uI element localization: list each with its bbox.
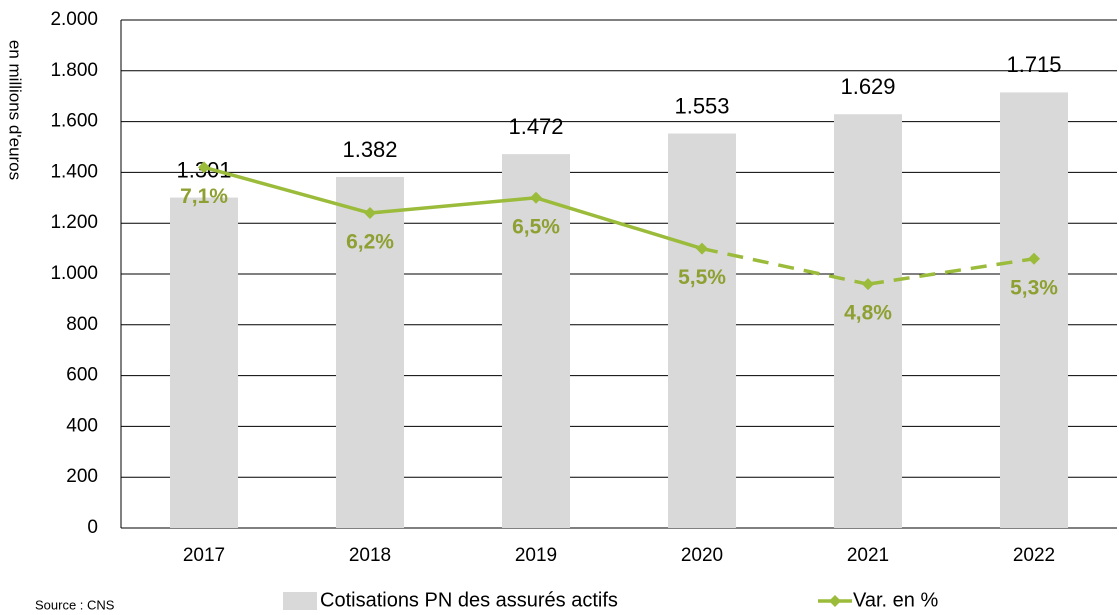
y-tick-label: 200 xyxy=(66,466,98,487)
bar-value-label: 1.553 xyxy=(674,93,729,118)
bar-value-label: 1.472 xyxy=(508,114,563,139)
legend-label: Cotisations PN des assurés actifs xyxy=(320,589,618,611)
line-marker xyxy=(862,278,874,291)
y-tick-label: 1.400 xyxy=(50,161,98,182)
line-value-label: 5,3% xyxy=(1010,276,1058,299)
source: Source : CNS xyxy=(35,597,115,612)
bar xyxy=(668,133,736,528)
bar-value-label: 1.382 xyxy=(342,137,397,162)
y-tick-label: 1.200 xyxy=(50,212,98,233)
line-segment xyxy=(701,246,869,286)
x-tick-label: 2021 xyxy=(847,545,889,566)
line-segment xyxy=(535,196,703,251)
line-value-label: 5,5% xyxy=(678,266,726,289)
line-value-label: 6,5% xyxy=(512,215,560,238)
line-segment xyxy=(203,165,371,215)
line-marker xyxy=(198,161,210,174)
bar xyxy=(834,114,902,528)
x-tick-label: 2018 xyxy=(349,545,391,566)
bar xyxy=(502,154,570,528)
y-tick-label: 400 xyxy=(66,415,98,436)
line-segment xyxy=(369,196,537,215)
y-tick-label: 1.800 xyxy=(50,60,98,81)
y-tick-label: 1.600 xyxy=(50,111,98,132)
bar xyxy=(336,176,404,529)
x-tick-label: 2017 xyxy=(183,545,225,566)
bar xyxy=(1000,92,1068,528)
y-tick-label: 0 xyxy=(87,517,98,538)
line-value-label: 4,8% xyxy=(844,302,892,325)
x-tick-label: 2022 xyxy=(1013,545,1055,566)
legend-label: Var. en % xyxy=(853,589,938,611)
legend-swatch xyxy=(283,592,317,610)
x-tick-label: 2020 xyxy=(681,545,723,566)
line-marker xyxy=(696,242,708,255)
line-value-label: 6,2% xyxy=(346,231,394,254)
bar-value-label: 1.629 xyxy=(840,74,895,99)
y-tick-label: 2.000 xyxy=(50,9,98,30)
line-value-label: 7,1% xyxy=(180,185,228,208)
bar-value-label: 1.715 xyxy=(1006,52,1061,77)
line-marker xyxy=(1028,252,1040,265)
y-axis-label: en millions d'euros xyxy=(6,40,25,180)
y-tick-label: 800 xyxy=(66,314,98,335)
line-marker xyxy=(530,191,542,204)
bar xyxy=(170,197,238,528)
legend-marker xyxy=(829,595,841,607)
x-tick-label: 2019 xyxy=(515,545,557,566)
line-segment xyxy=(867,257,1035,286)
line-marker xyxy=(364,207,376,220)
y-tick-label: 1.000 xyxy=(50,263,98,284)
y-tick-label: 600 xyxy=(66,365,98,386)
